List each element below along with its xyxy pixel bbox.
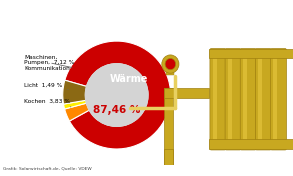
Bar (243, 57, 247, 142)
FancyBboxPatch shape (240, 49, 256, 150)
FancyBboxPatch shape (225, 49, 241, 150)
Text: 87,46 %: 87,46 % (93, 105, 140, 115)
Bar (209, 49, 293, 58)
Bar (273, 57, 277, 142)
FancyBboxPatch shape (210, 49, 226, 150)
Wedge shape (65, 41, 171, 149)
Wedge shape (63, 80, 87, 104)
Bar (258, 57, 262, 142)
Bar (209, 139, 293, 149)
Text: Wofür private Haushalte Energie verbrauchen: Wofür private Haushalte Energie verbrauc… (0, 6, 293, 19)
Circle shape (85, 64, 148, 126)
Circle shape (165, 58, 176, 70)
FancyBboxPatch shape (271, 49, 287, 150)
Wedge shape (64, 103, 89, 121)
Bar (228, 57, 232, 142)
Bar (164, 149, 173, 165)
Text: Wärme: Wärme (109, 74, 148, 84)
Text: Maschinen,
Pumpen,  7,12 %
Kommunikation: Maschinen, Pumpen, 7,12 % Kommunikation (24, 54, 74, 71)
Text: Kochen  3,83 %: Kochen 3,83 % (24, 99, 71, 107)
Circle shape (162, 55, 179, 73)
Bar (164, 88, 209, 98)
Wedge shape (64, 100, 86, 109)
Bar (166, 64, 174, 75)
Text: Licht  1,49 %: Licht 1,49 % (24, 83, 68, 90)
FancyBboxPatch shape (255, 49, 271, 150)
Bar (213, 57, 217, 142)
Circle shape (85, 64, 148, 126)
Bar (164, 88, 173, 165)
Circle shape (86, 65, 147, 125)
Text: Grafik: Solarwirtschaft.de, Quelle: VDEW: Grafik: Solarwirtschaft.de, Quelle: VDEW (3, 167, 92, 171)
